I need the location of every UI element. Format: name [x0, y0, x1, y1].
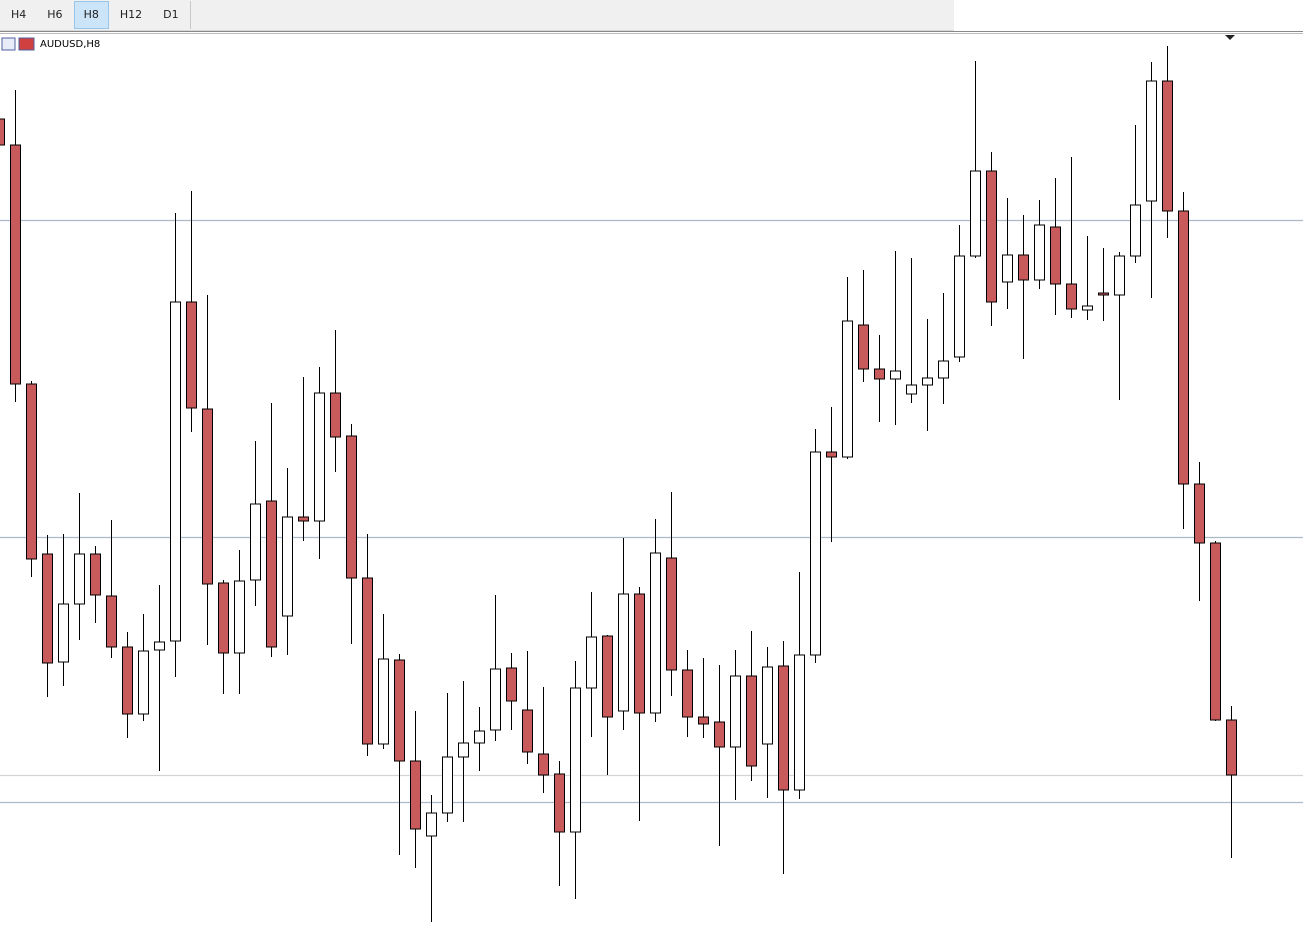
candle-body — [778, 665, 789, 791]
toolbar: H4 H6 H8 H12 D1 — [0, 0, 954, 31]
candle-body — [602, 635, 613, 718]
candle-body — [842, 320, 853, 458]
candle-body — [1066, 283, 1077, 310]
candle-body — [362, 577, 373, 745]
candle-body — [554, 773, 565, 833]
candle-body — [442, 756, 453, 814]
candle-body — [586, 636, 597, 689]
candle-body — [1082, 305, 1093, 311]
timeframe-buttons: H4 H6 H8 H12 D1 — [0, 1, 191, 29]
candle-body — [1162, 80, 1173, 212]
candle-body — [1018, 254, 1029, 281]
candle-body — [202, 408, 213, 585]
candle-body — [874, 368, 885, 380]
candle-body — [986, 170, 997, 303]
candle-body — [234, 580, 245, 654]
candle-body — [58, 603, 69, 663]
candle-body — [922, 377, 933, 386]
candle-body — [282, 516, 293, 617]
candle-body — [154, 641, 165, 651]
candle-body — [970, 170, 981, 257]
candle-body — [186, 301, 197, 409]
candle-body — [1098, 292, 1109, 296]
candle-body — [298, 516, 309, 522]
candle-body — [682, 669, 693, 718]
candle-body — [938, 360, 949, 379]
timeframe-button[interactable]: H8 — [73, 1, 109, 29]
candle-body — [426, 812, 437, 837]
candle-body — [138, 650, 149, 715]
candle-body — [858, 324, 869, 370]
candle-body — [1226, 719, 1237, 776]
candle-body — [74, 553, 85, 605]
separator — [0, 31, 1303, 34]
candle-body — [794, 654, 805, 791]
candle-body — [810, 451, 821, 656]
candle-body — [538, 753, 549, 776]
candle-body — [394, 659, 405, 762]
chart-title: AUDUSD,H8 — [40, 39, 100, 50]
candle-body — [0, 118, 5, 146]
candle-body — [10, 144, 21, 385]
candle-body — [314, 392, 325, 522]
candle-body — [906, 384, 917, 395]
candle-body — [666, 557, 677, 671]
timeframe-button[interactable]: H4 — [11, 8, 27, 21]
timeframe-button[interactable]: D1 — [163, 8, 179, 21]
timeframe-button[interactable]: H6 — [47, 8, 63, 21]
candle-body — [1178, 210, 1189, 485]
candle-body — [1050, 226, 1061, 285]
candle-body — [570, 687, 581, 833]
candle-body — [698, 716, 709, 725]
chart-icon — [1, 37, 16, 51]
candle-body — [218, 582, 229, 654]
candle-body — [730, 675, 741, 748]
candle-body — [250, 503, 261, 581]
candle-body — [634, 593, 645, 714]
candle-body — [458, 742, 469, 758]
candle-body — [506, 667, 517, 702]
candle-body — [746, 675, 757, 767]
candle-body — [650, 552, 661, 714]
candle-body — [762, 666, 773, 745]
candle-body — [714, 721, 725, 748]
timeframe-button[interactable]: H12 — [119, 8, 143, 21]
candle-body — [490, 668, 501, 731]
candle-body — [266, 500, 277, 648]
candle-body — [890, 370, 901, 380]
candle-body — [1114, 255, 1125, 296]
candle-body — [410, 760, 421, 830]
candle-body — [106, 595, 117, 648]
candle-body — [618, 593, 629, 712]
candle-body — [474, 730, 485, 744]
candle-body — [1130, 204, 1141, 257]
candle-body — [826, 451, 837, 458]
shift-marker — [1225, 35, 1235, 40]
candle-body — [90, 553, 101, 596]
candle-body — [522, 709, 533, 753]
candle-body — [122, 646, 133, 715]
candle-body — [170, 301, 181, 642]
candle-body — [1034, 224, 1045, 281]
candle-body — [1194, 483, 1205, 544]
candle-body — [1146, 80, 1157, 202]
chart-icon — [18, 37, 35, 51]
candle-body — [330, 392, 341, 438]
candle-body — [1002, 254, 1013, 283]
candle-body — [378, 658, 389, 745]
candle-body — [42, 553, 53, 664]
candle-body — [954, 255, 965, 358]
candle-body — [26, 383, 37, 560]
candle-body — [1210, 542, 1221, 721]
candle-body — [346, 435, 357, 579]
